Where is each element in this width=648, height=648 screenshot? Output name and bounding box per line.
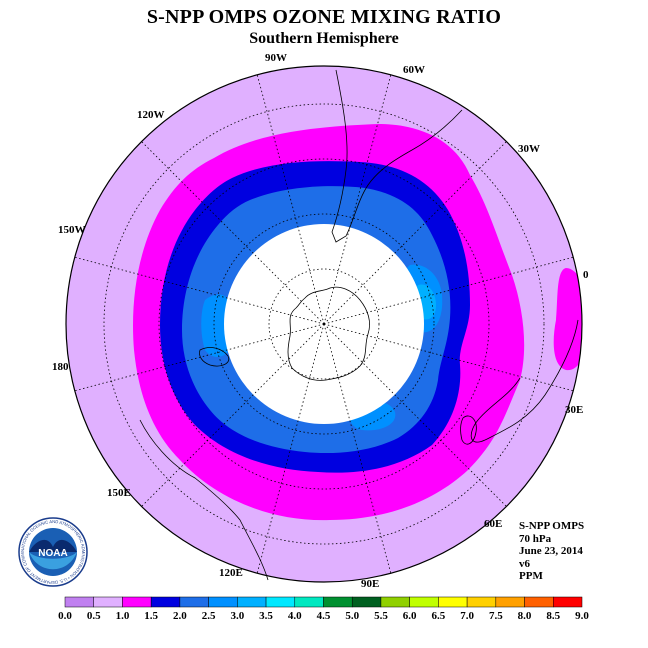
lon-label-30E: 30E [565, 404, 583, 416]
info-block: S-NPP OMPS 70 hPa June 23, 2014 v6 PPM [519, 520, 584, 583]
info-date: June 23, 2014 [519, 545, 583, 557]
colorbar-swatch [380, 596, 410, 608]
colorbar-swatch [323, 596, 353, 608]
colorbar-tick-label: 7.5 [489, 610, 503, 622]
colorbar-tick-label: 6.0 [403, 610, 417, 622]
lon-label-60E: 60E [484, 518, 502, 530]
colorbar-swatch [237, 596, 267, 608]
colorbar-tick-label: 2.5 [202, 610, 216, 622]
meridian-line [323, 141, 507, 325]
noaa-logo-graphic: NOAA NATIONAL OCEANIC AND ATMOSPHERIC AD… [18, 517, 88, 587]
meridian-line [323, 74, 392, 325]
graticule [65, 65, 583, 583]
lon-label-150E: 150E [107, 487, 131, 499]
lon-label-30W: 30W [518, 143, 540, 155]
noaa-logo-text: NOAA [38, 548, 67, 559]
colorbar-swatch [265, 596, 296, 608]
band-2.5-3.0-left [201, 294, 232, 357]
lat-circle-45S [158, 158, 490, 490]
africa-coast [470, 319, 579, 443]
coastlines [139, 69, 579, 581]
info-units: PPM [519, 570, 543, 582]
info-instrument: S-NPP OMPS [519, 520, 585, 532]
colorbar-tick-label: 3.5 [259, 610, 273, 622]
lon-label-60W: 60W [403, 64, 425, 76]
colorbar-tick-label: 8.5 [546, 610, 560, 622]
meridian-line [256, 323, 325, 574]
meridian-line [256, 74, 325, 325]
info-version: v6 [519, 557, 530, 570]
colorbar-tick-label: 1.0 [116, 610, 130, 622]
colorbar-swatch [93, 596, 123, 608]
colorbar-tick-label: 4.0 [288, 610, 302, 622]
madagascar-coast [460, 415, 477, 445]
page-title: S-NPP OMPS OZONE MIXING RATIO [146, 6, 502, 28]
colorbar-swatch [438, 596, 468, 608]
meridian-line [74, 323, 325, 392]
colorbar-tick-label: 4.5 [317, 610, 331, 622]
info-level: 70 hPa [519, 532, 552, 545]
colorbar-tick-label: 2.0 [173, 610, 187, 622]
page-subtitle: Southern Hemisphere [249, 30, 399, 47]
colorbar-tick-label: 1.5 [144, 610, 158, 622]
lat-circle-60S [213, 213, 435, 435]
meridian-line [323, 256, 574, 325]
colorbar-swatch [524, 596, 554, 608]
colorbar-tick-label: 0.5 [87, 610, 101, 622]
lon-label-180: 180 [52, 361, 69, 373]
lon-label-120W: 120W [137, 109, 165, 121]
colorbar-swatch [150, 596, 181, 608]
meridian-line [323, 323, 392, 574]
meridian-line [323, 323, 507, 507]
lon-label-90E: 90E [361, 578, 379, 590]
colorbar-tick-label: 7.0 [460, 610, 474, 622]
meridian-line [141, 323, 325, 507]
longitude-labels: 90W 60W 30W 0 30E 60E 90E 120E 150E 180 … [52, 52, 589, 590]
colorbar-tick-label: 5.5 [374, 610, 388, 622]
lon-label-0: 0 [583, 269, 589, 281]
noaa-logo: NOAA NATIONAL OCEANIC AND ATMOSPHERIC AD… [18, 517, 88, 587]
lat-circle-75S [268, 268, 380, 380]
colorbar-swatch [409, 596, 439, 608]
lon-label-120E: 120E [219, 567, 243, 579]
colorbar-swatch [553, 596, 583, 608]
colorbar-tick-label: 6.5 [432, 610, 446, 622]
colorbar-tick-label: 5.0 [345, 610, 359, 622]
south-america-coast [331, 69, 463, 243]
ozone-field [66, 66, 582, 582]
lon-label-150W: 150W [58, 224, 86, 236]
colorbar: 0.0 0.5 1.0 1.5 2.0 2.5 3.0 3.5 4.0 4.5 5.0 5.5 6.0 6… [58, 596, 589, 622]
colorbar-tick-label: 8.0 [518, 610, 532, 622]
colorbar-swatch [351, 596, 382, 608]
meridians [74, 74, 574, 574]
colorbar-swatch [208, 596, 238, 608]
colorbar-swatch [495, 596, 525, 608]
lat-circle-30S [103, 103, 545, 545]
meridian-line [323, 323, 574, 392]
colorbar-swatch [179, 596, 209, 608]
colorbar-swatch [122, 596, 152, 608]
colorbar-tick-label: 9.0 [575, 610, 589, 622]
colorbar-swatch [64, 596, 94, 608]
colorbar-tick-label: 0.0 [58, 610, 72, 622]
colorbar-tick-label: 3.0 [230, 610, 244, 622]
band-1.0-1.5-patch [553, 268, 582, 371]
colorbar-swatch [294, 596, 324, 608]
antarctica-coast [287, 286, 370, 381]
australia-coast [139, 419, 269, 581]
map-boundary [65, 65, 583, 583]
meridian-line [141, 141, 325, 325]
lon-label-90W: 90W [265, 52, 287, 64]
meridian-line [74, 256, 325, 325]
new-zealand-coast [199, 347, 230, 367]
colorbar-swatch [466, 596, 497, 608]
